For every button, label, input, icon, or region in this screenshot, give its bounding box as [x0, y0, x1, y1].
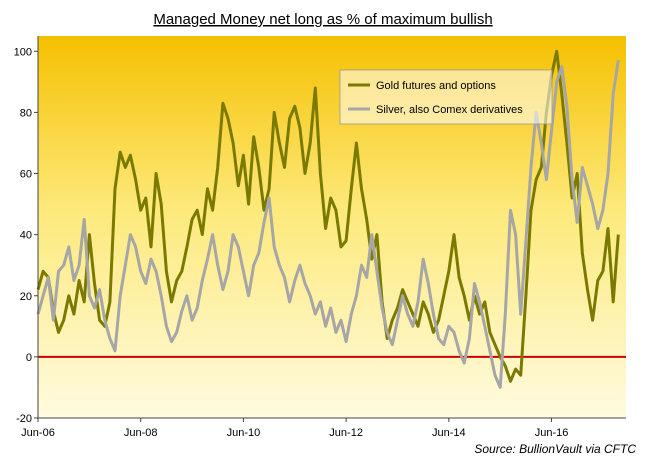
- legend-label-silver: Silver, also Comex derivatives: [376, 104, 523, 116]
- x-tick-label: Jun-08: [124, 427, 158, 439]
- series-line-1: [36, 60, 620, 389]
- legend-box: [339, 69, 553, 125]
- series-layer: [36, 49, 620, 389]
- y-tick-label: 0: [26, 352, 32, 364]
- y-tick-label: -20: [16, 413, 32, 425]
- x-tick-label: Jun-06: [21, 427, 55, 439]
- chart-title: Managed Money net long as % of maximum b…: [153, 11, 492, 28]
- axes: [37, 36, 626, 419]
- x-tick-label: Jun-12: [329, 427, 363, 439]
- x-axis-ticks: Jun-06 Jun-08 Jun-10 Jun-12 Jun-14 Jun-16: [21, 418, 568, 439]
- series-line-0: [36, 49, 620, 383]
- y-tick-label: 40: [20, 230, 32, 242]
- y-tick-label: 60: [20, 169, 32, 181]
- y-tick-label: 20: [20, 291, 32, 303]
- source-note: Source: BullionVault via CFTC: [474, 442, 636, 456]
- y-tick-label: 80: [20, 107, 32, 119]
- source-label: Source:: [474, 442, 515, 456]
- y-tick-label: 100: [14, 46, 32, 58]
- legend-label-gold: Gold futures and options: [376, 80, 496, 92]
- legend: Gold futures and options Silver, also Co…: [339, 69, 553, 125]
- x-tick-label: Jun-16: [535, 427, 569, 439]
- x-tick-label: Jun-10: [227, 427, 261, 439]
- source-value: BullionVault via CFTC: [519, 442, 636, 456]
- x-tick-label: Jun-14: [432, 427, 466, 439]
- y-axis-ticks: -20 0 20 40 60 80 100: [14, 46, 38, 425]
